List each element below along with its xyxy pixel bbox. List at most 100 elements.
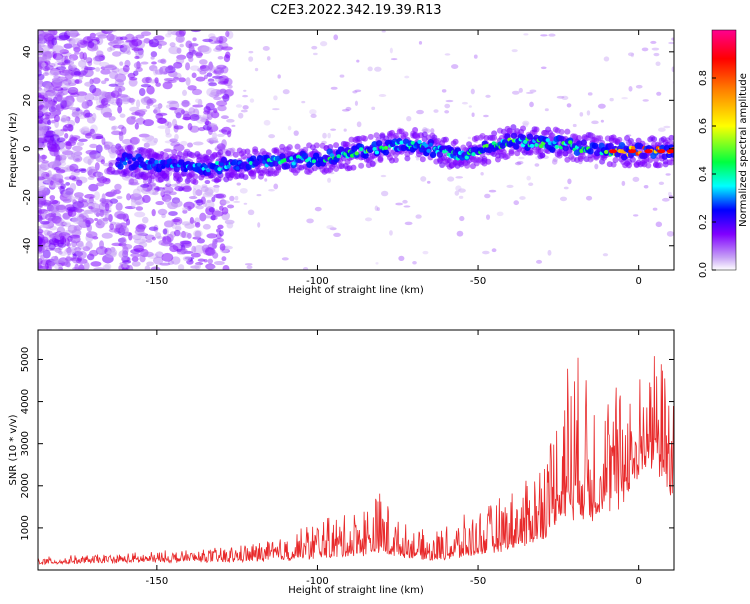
heat-speckle <box>330 86 338 90</box>
heat-speckle <box>104 77 110 82</box>
heat-ridge-outer <box>326 148 333 155</box>
heat-speckle <box>630 53 634 58</box>
heat-speckle <box>41 154 46 162</box>
heat-speckle <box>390 58 398 61</box>
heat-speckle <box>656 91 662 96</box>
heat-ridge-core <box>203 164 209 169</box>
heat-speckle <box>195 189 203 196</box>
heat-speckle <box>467 136 472 140</box>
heat-speckle <box>398 255 405 261</box>
heat-ridge-halo <box>333 142 340 149</box>
heat-speckle <box>473 54 478 59</box>
heat-speckle <box>111 125 119 130</box>
colorbar-tick-label: 0.0 <box>698 262 709 278</box>
spectrogram-heat-layer <box>38 30 696 270</box>
heat-speckle <box>206 63 215 72</box>
heat-speckle <box>240 109 248 113</box>
heat-ridge-outer <box>171 158 178 166</box>
heat-speckle <box>421 128 429 133</box>
heat-speckle <box>192 37 197 42</box>
heat-speckle <box>38 186 45 191</box>
spectrogram-y-axis-label: Frequency (Hz) <box>8 112 19 188</box>
heat-speckle <box>651 47 660 51</box>
heat-speckle <box>190 30 202 33</box>
heat-speckle <box>566 103 572 108</box>
heat-speckle <box>53 114 60 123</box>
heat-ridge-outer <box>382 149 390 156</box>
heat-speckle <box>74 116 80 124</box>
heat-ridge-core <box>484 143 490 148</box>
heat-speckle <box>69 182 77 192</box>
heat-speckle <box>139 254 146 263</box>
heat-speckle <box>677 84 680 89</box>
colorbar-label: Normalized spectral amplitude <box>738 73 749 227</box>
heat-speckle <box>85 231 98 239</box>
heat-ridge-halo <box>294 143 301 150</box>
heat-speckle <box>72 43 81 50</box>
heat-speckle <box>72 267 79 270</box>
heat-speckle <box>445 99 454 103</box>
heat-speckle <box>189 220 197 224</box>
heat-speckle <box>235 104 243 108</box>
heat-speckle <box>58 232 71 239</box>
heat-speckle <box>415 157 420 161</box>
heat-speckle <box>204 179 211 185</box>
heat-speckle <box>38 128 45 136</box>
heat-speckle <box>404 75 410 79</box>
heat-speckle <box>112 51 122 57</box>
heat-ridge-halo <box>373 132 380 139</box>
heat-speckle <box>281 257 289 261</box>
heat-speckle <box>600 119 604 123</box>
heat-speckle <box>170 183 179 187</box>
heat-speckle <box>47 120 52 126</box>
heat-speckle <box>352 90 358 94</box>
heat-speckle <box>39 265 50 270</box>
heat-speckle <box>221 126 232 135</box>
heat-speckle <box>42 249 51 259</box>
heat-speckle <box>115 97 120 105</box>
heat-speckle <box>602 253 609 257</box>
heat-speckle <box>208 206 216 213</box>
heat-speckle <box>534 163 540 167</box>
heat-speckle <box>165 199 171 206</box>
heat-speckle <box>146 99 154 106</box>
heat-speckle <box>661 197 670 202</box>
heat-speckle <box>39 224 49 228</box>
heat-speckle <box>54 259 67 263</box>
heat-speckle <box>199 65 207 69</box>
heat-ridge-halo <box>244 148 251 155</box>
heat-speckle <box>692 206 696 211</box>
heat-ridge-halo <box>520 125 527 132</box>
heat-speckle <box>162 81 173 90</box>
snr-line-layer <box>38 356 674 566</box>
heat-speckle <box>49 110 62 116</box>
heat-speckle <box>182 185 192 193</box>
heat-speckle <box>103 144 111 151</box>
heat-speckle <box>70 38 81 44</box>
heat-speckle <box>48 238 60 246</box>
heat-speckle <box>105 250 117 258</box>
heat-ridge-halo <box>344 141 351 148</box>
heat-speckle <box>138 113 144 118</box>
heat-speckle <box>190 252 201 258</box>
heat-speckle <box>119 226 129 235</box>
heat-speckle <box>122 243 133 250</box>
heat-speckle <box>38 44 42 53</box>
heat-speckle <box>375 262 379 265</box>
heat-speckle <box>202 38 214 43</box>
heat-speckle <box>114 183 122 191</box>
heat-ridge-core <box>311 159 317 164</box>
heat-speckle <box>67 87 78 93</box>
heat-speckle <box>167 79 177 84</box>
heat-ridge-core <box>399 140 404 145</box>
heat-speckle <box>126 218 131 226</box>
heat-speckle <box>208 36 219 45</box>
heat-speckle <box>84 93 95 102</box>
heat-speckle <box>457 188 466 193</box>
heat-speckle <box>99 91 109 96</box>
heat-speckle <box>229 195 235 202</box>
heat-speckle <box>90 261 102 267</box>
heat-ridge-core <box>428 142 434 147</box>
heat-speckle <box>127 72 136 79</box>
heat-speckle <box>109 70 119 80</box>
